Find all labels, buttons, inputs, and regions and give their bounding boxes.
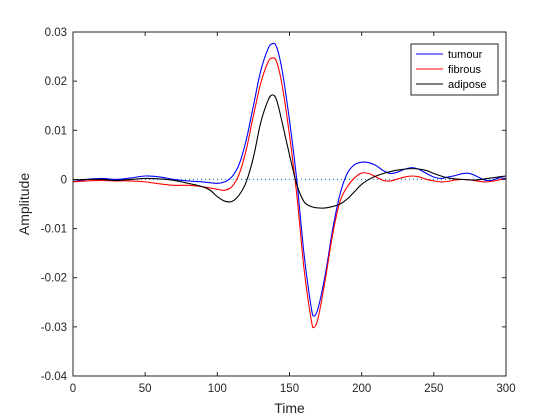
legend-label-tumour: tumour	[448, 49, 483, 61]
y-tick-label: 0.03	[45, 27, 67, 39]
legend: tumour fibrous adipose	[410, 43, 499, 96]
y-tick-label: -0.03	[41, 322, 67, 334]
series-line-tumour	[72, 42, 507, 317]
x-tick-label: 50	[139, 383, 152, 395]
x-tick-label: 300	[496, 383, 515, 395]
y-tick-label: 0.01	[45, 125, 67, 137]
x-tick-label: 200	[352, 383, 371, 395]
x-tick-label: 150	[280, 383, 299, 395]
x-tick-label: 0	[70, 383, 76, 395]
x-tick-label: 250	[424, 383, 443, 395]
y-tick-label: 0.02	[45, 76, 67, 88]
x-tick-label: 100	[208, 383, 227, 395]
x-axis-label: Time	[274, 400, 305, 416]
legend-label-fibrous: fibrous	[448, 64, 482, 76]
y-tick-label: 0	[61, 174, 67, 186]
y-axis-label: Amplitude	[16, 173, 32, 235]
y-tick-label: -0.02	[41, 273, 67, 285]
legend-label-adipose: adipose	[448, 79, 487, 91]
series-line-adipose	[72, 94, 507, 209]
y-tick-label: -0.01	[41, 224, 67, 236]
y-tick-label: -0.04	[41, 371, 68, 383]
